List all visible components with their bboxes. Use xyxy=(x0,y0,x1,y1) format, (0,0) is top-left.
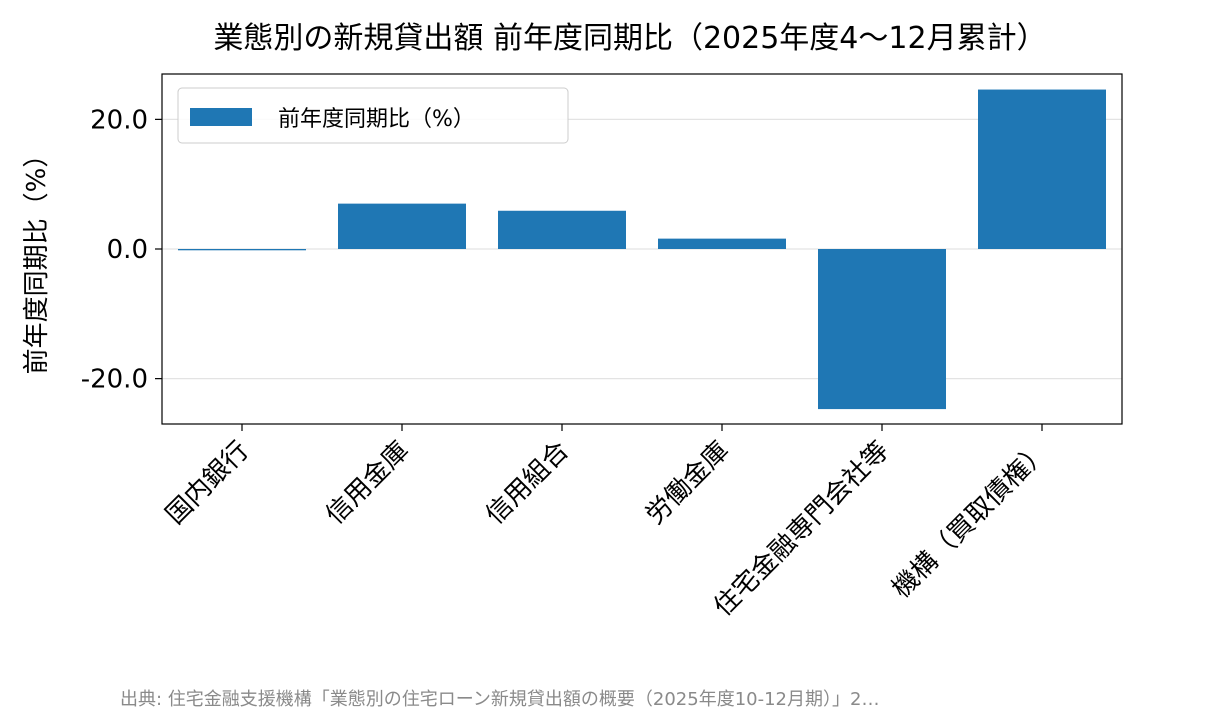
x-tick-label: 住宅金融専門会社等 xyxy=(708,436,895,623)
bar xyxy=(818,249,946,410)
x-tick-label: 信用組合 xyxy=(480,436,575,531)
x-tick-label: 国内銀行 xyxy=(160,436,255,531)
chart-title: 業態別の新規貸出額 前年度同期比（2025年度4〜12月累計） xyxy=(213,21,1046,56)
legend-label: 前年度同期比（%） xyxy=(278,107,475,132)
bar xyxy=(658,238,786,249)
y-axis: -20.0 0.0 20.0 xyxy=(81,105,162,395)
x-tick-label: 機構（買取債権） xyxy=(887,436,1055,604)
legend-swatch xyxy=(190,108,252,126)
x-tick-label: 労働金庫 xyxy=(640,436,735,531)
legend: 前年度同期比（%） xyxy=(177,87,569,144)
bar xyxy=(338,203,466,249)
x-tick-label: 信用金庫 xyxy=(320,436,415,531)
legend-frame xyxy=(177,87,569,144)
bar xyxy=(498,210,626,249)
y-tick-label: -20.0 xyxy=(81,365,148,395)
bar xyxy=(178,249,306,251)
source-note: 出典: 住宅金融支援機構「業態別の住宅ローン新規貸出額の概要（2025年度10-… xyxy=(120,689,879,710)
y-tick-label: 20.0 xyxy=(90,105,148,135)
y-axis-label: 前年度同期比（%） xyxy=(22,142,52,375)
bar xyxy=(978,89,1106,249)
bars xyxy=(178,89,1106,410)
y-tick-label: 0.0 xyxy=(107,235,148,265)
